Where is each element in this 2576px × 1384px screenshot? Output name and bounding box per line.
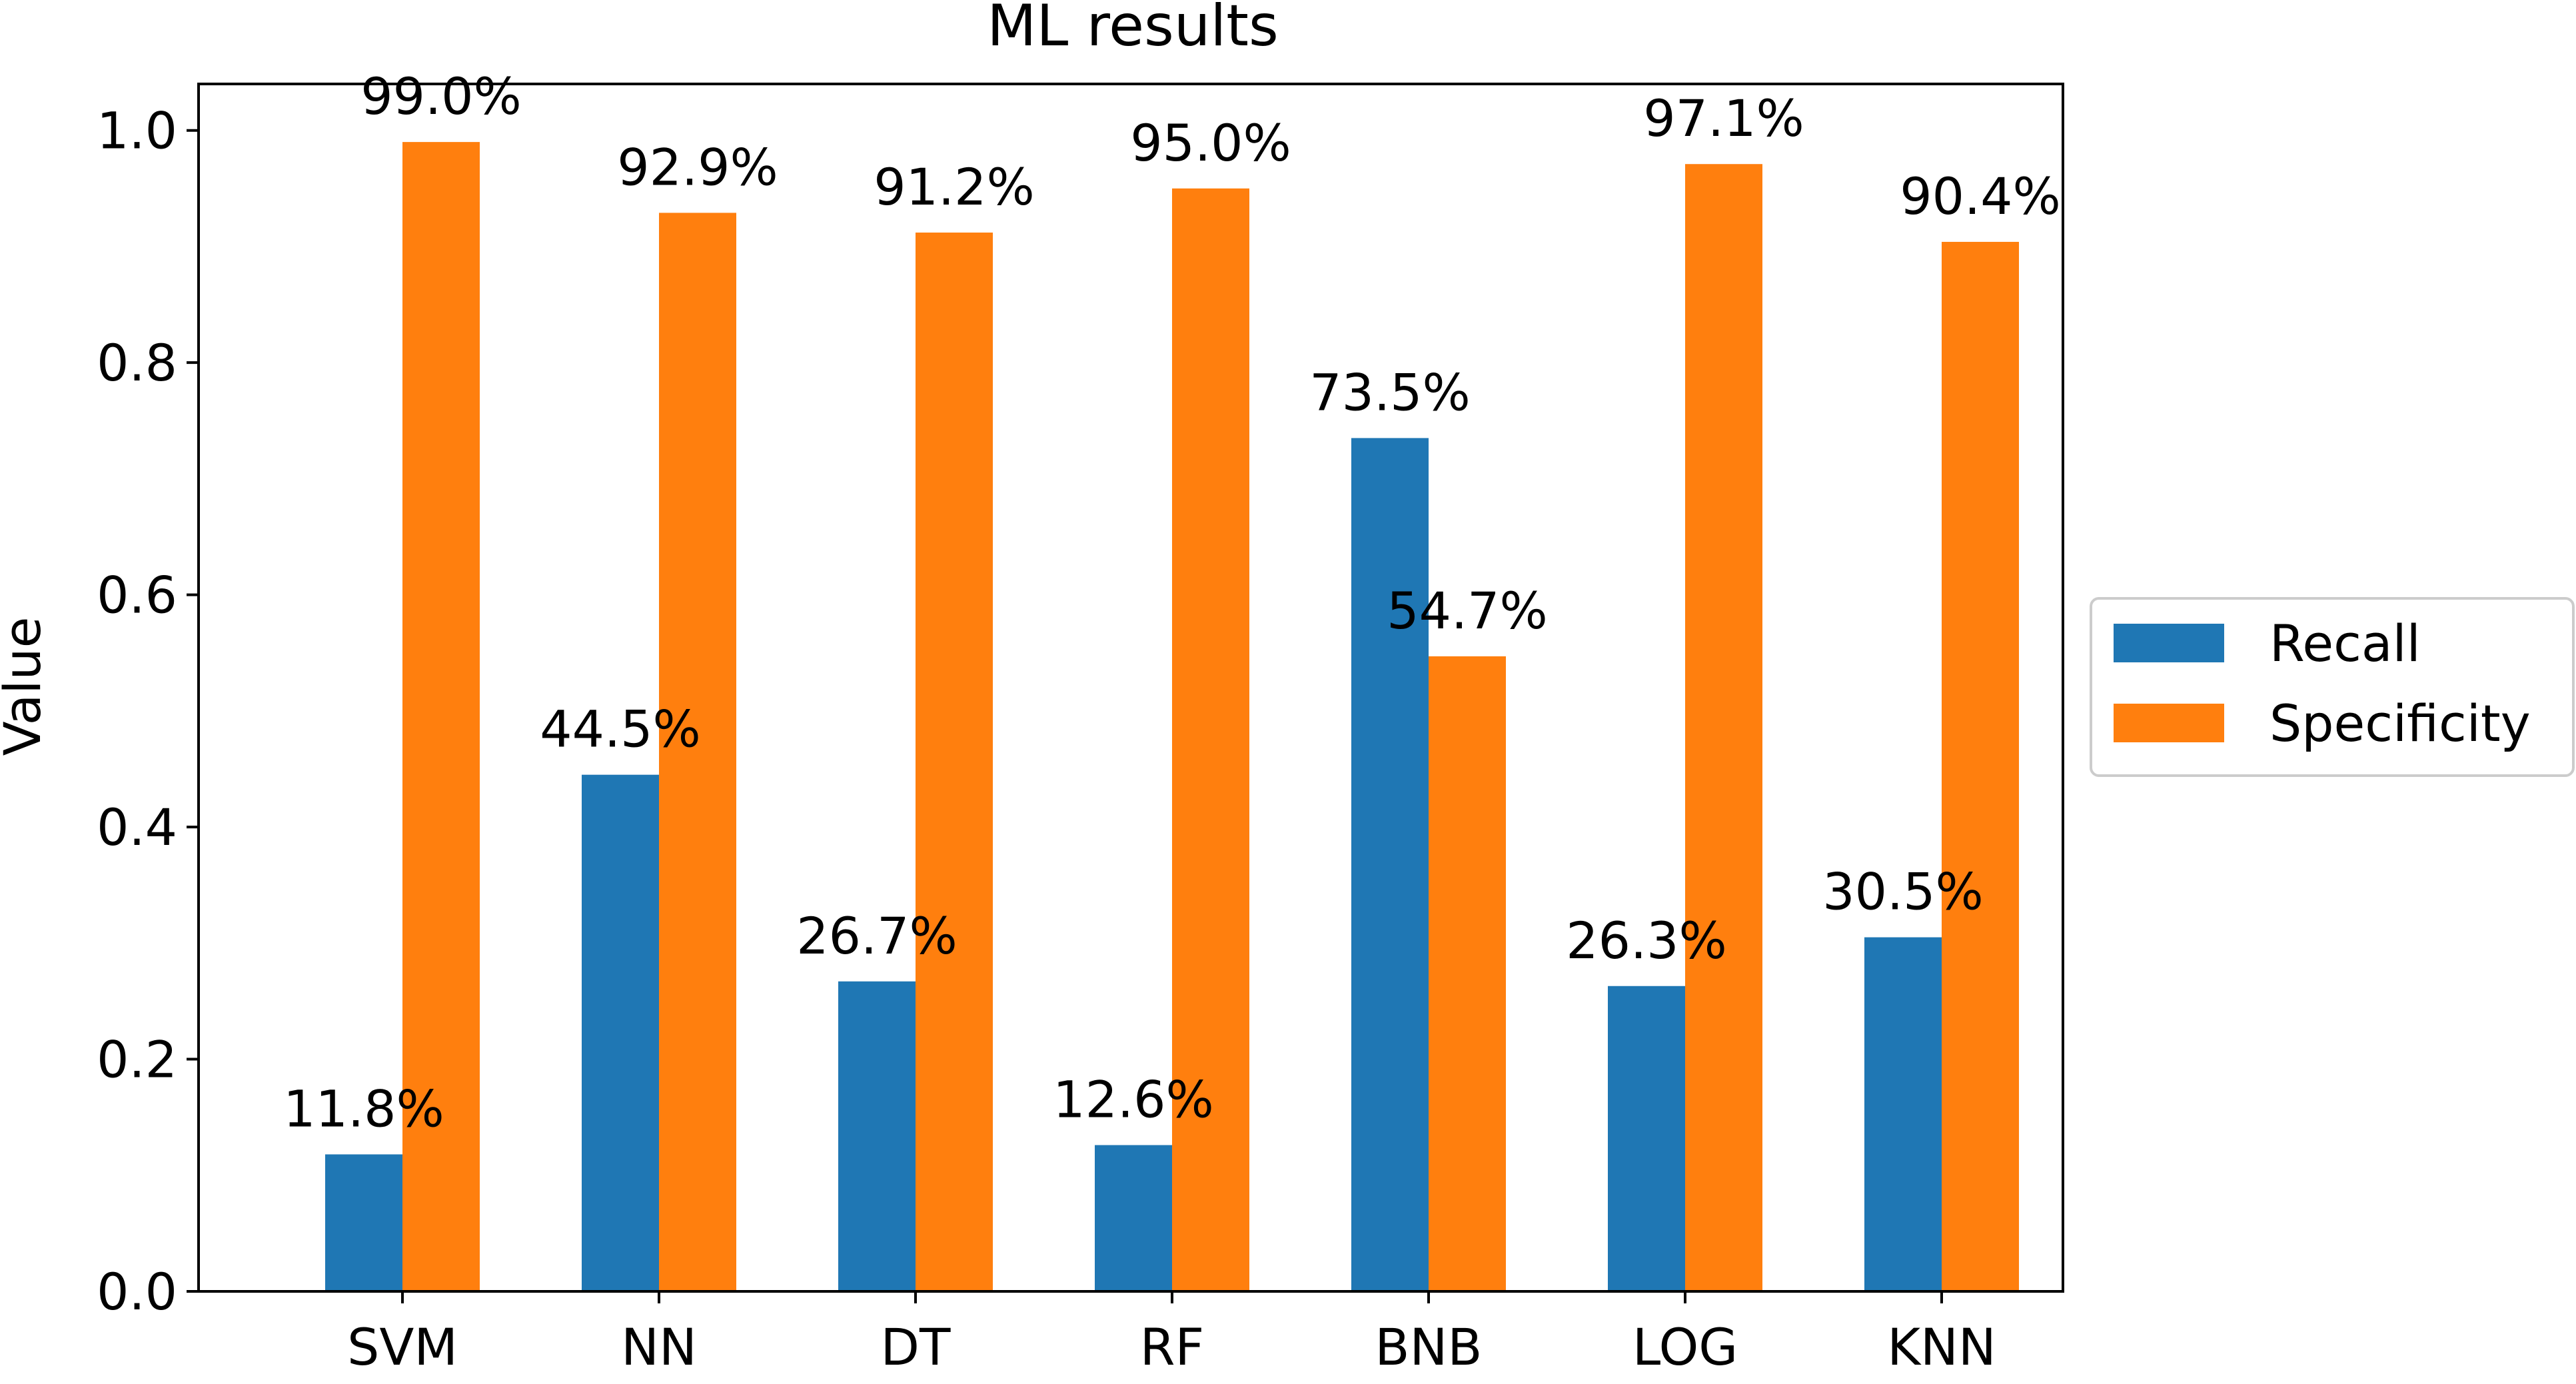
data-label-specificity-bnb: 54.7%: [1387, 581, 1547, 640]
y-tick-label: 0.2: [97, 1030, 177, 1089]
bars: [325, 142, 2019, 1292]
bar-specificity-svm: [402, 142, 480, 1292]
data-label-specificity-knn: 90.4%: [1900, 167, 2060, 226]
bar-specificity-log: [1685, 164, 1762, 1291]
bar-recall-knn: [1864, 937, 1942, 1291]
bar-specificity-dt: [916, 233, 993, 1291]
bar-recall-nn: [582, 774, 659, 1291]
y-tick-label: 1.0: [97, 101, 177, 161]
data-labels: 11.8% 44.5% 26.7% 12.6% 73.5% 26.3% 30.5% 99.0%…: [283, 67, 2060, 1138]
x-tick-label-rf: RF: [1140, 1317, 1205, 1377]
bar-specificity-knn: [1942, 241, 2019, 1291]
data-label-specificity-dt: 91.2%: [874, 157, 1034, 217]
data-label-specificity-log: 97.1%: [1643, 89, 1804, 148]
legend: Recall Specificity: [2090, 597, 2575, 777]
data-label-recall-rf: 12.6%: [1053, 1069, 1213, 1129]
x-tick-label-log: LOG: [1632, 1317, 1738, 1377]
data-label-specificity-nn: 92.9%: [617, 137, 778, 197]
plot-frame: [197, 83, 2064, 1293]
data-label-specificity-rf: 95.0%: [1130, 113, 1291, 173]
y-tick-label: 0.4: [97, 798, 177, 857]
x-tick-label-bnb: BNB: [1375, 1317, 1482, 1377]
bar-recall-svm: [325, 1154, 402, 1291]
data-label-recall-nn: 44.5%: [540, 700, 700, 759]
data-label-recall-log: 26.3%: [1566, 911, 1726, 970]
y-axis-label: Value: [0, 617, 52, 756]
bar-specificity-rf: [1172, 188, 1249, 1292]
data-label-recall-knn: 30.5%: [1822, 862, 1983, 922]
bar-recall-dt: [838, 981, 916, 1291]
data-label-specificity-svm: 99.0%: [360, 67, 521, 126]
data-label-recall-bnb: 73.5%: [1309, 362, 1470, 422]
data-label-recall-dt: 26.7%: [796, 906, 957, 966]
data-label-recall-svm: 11.8%: [283, 1079, 444, 1138]
chart-title: ML results: [987, 0, 1279, 59]
legend-label-specificity: Specificity: [2269, 694, 2531, 753]
legend-swatch-recall: [2114, 624, 2224, 662]
legend-label-recall: Recall: [2269, 614, 2421, 673]
x-tick-label-knn: KNN: [1887, 1317, 1996, 1377]
y-tick-label: 0.0: [97, 1262, 177, 1321]
axes: 0.0 0.2 0.4 0.6 0.8 1.0 SVM NN DT RF BNB LOG KNN: [97, 83, 2064, 1377]
bar-specificity-nn: [659, 213, 736, 1292]
bar-recall-bnb: [1351, 438, 1429, 1292]
y-tick-label: 0.8: [97, 333, 177, 392]
legend-swatch-specificity: [2114, 704, 2224, 742]
bar-recall-rf: [1095, 1145, 1172, 1291]
bar-recall-log: [1608, 986, 1685, 1291]
bar-specificity-bnb: [1429, 656, 1506, 1291]
x-tick-label-dt: DT: [881, 1317, 952, 1377]
x-tick-label-nn: NN: [621, 1317, 697, 1377]
y-tick-label: 0.6: [97, 566, 177, 625]
x-tick-label-svm: SVM: [347, 1317, 458, 1377]
